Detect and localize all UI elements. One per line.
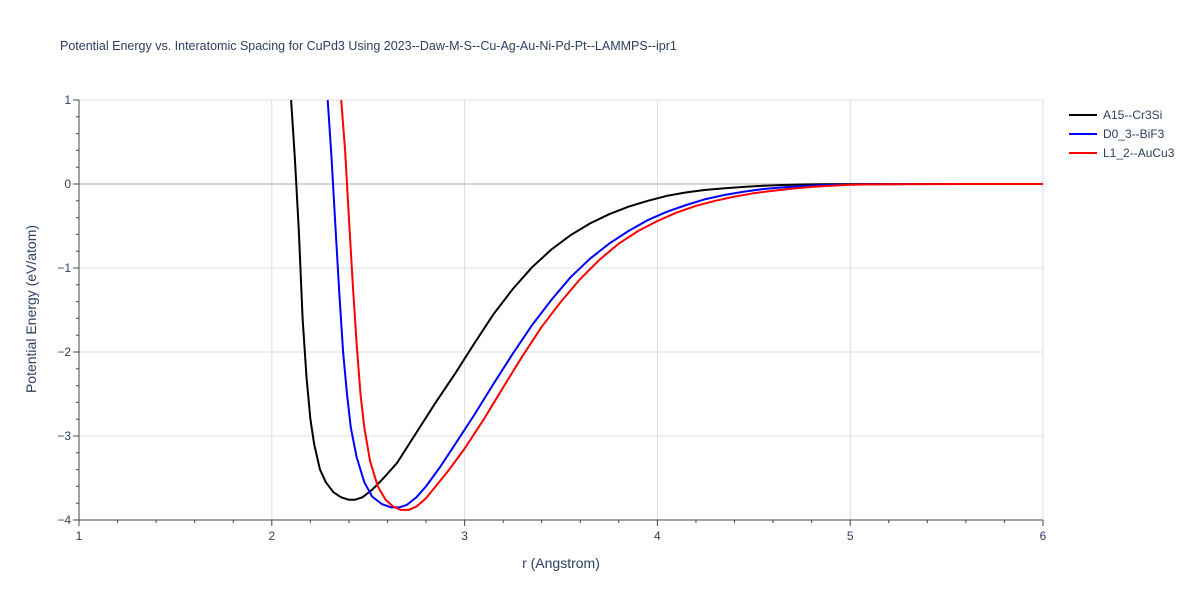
legend-label: D0_3--BiF3	[1103, 127, 1165, 141]
legend-label: L1_2--AuCu3	[1103, 146, 1175, 160]
y-tick-label: −3	[57, 429, 71, 443]
series-line-3	[340, 100, 1043, 511]
series-lines	[290, 100, 1043, 511]
x-tick-label: 4	[654, 529, 661, 543]
series-line-1	[290, 100, 1043, 501]
x-tick-label: 2	[268, 529, 275, 543]
y-tick-label: −4	[57, 513, 71, 527]
y-tick-label: −1	[57, 261, 71, 275]
x-tick-label: 1	[76, 529, 83, 543]
legend[interactable]: A15--Cr3Si D0_3--BiF3 L1_2--AuCu3	[1069, 108, 1175, 160]
series-line-2	[326, 100, 1043, 509]
x-tick-label: 3	[461, 529, 468, 543]
y-tick-label: 1	[64, 93, 71, 107]
legend-item-1[interactable]: A15--Cr3Si	[1069, 108, 1162, 122]
x-tick-label: 5	[847, 529, 854, 543]
legend-item-2[interactable]: D0_3--BiF3	[1069, 127, 1165, 141]
chart-title: Potential Energy vs. Interatomic Spacing…	[60, 39, 677, 53]
legend-item-3[interactable]: L1_2--AuCu3	[1069, 146, 1175, 160]
y-tick-label: −2	[57, 345, 71, 359]
grid-lines	[79, 99, 1044, 520]
x-axis-title: r (Angstrom)	[522, 555, 600, 571]
y-tick-label: 0	[64, 177, 71, 191]
y-axis-title: Potential Energy (eV/atom)	[23, 225, 39, 393]
legend-label: A15--Cr3Si	[1103, 108, 1162, 122]
axes: 1 2 3 4 5 6 1 0 −1 −2 −3 −4	[57, 93, 1046, 543]
x-tick-label: 6	[1040, 529, 1047, 543]
